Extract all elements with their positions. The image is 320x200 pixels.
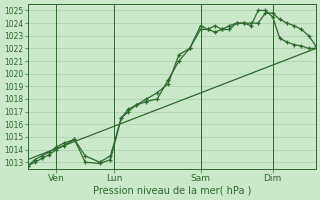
X-axis label: Pression niveau de la mer( hPa ): Pression niveau de la mer( hPa ) <box>92 186 251 196</box>
